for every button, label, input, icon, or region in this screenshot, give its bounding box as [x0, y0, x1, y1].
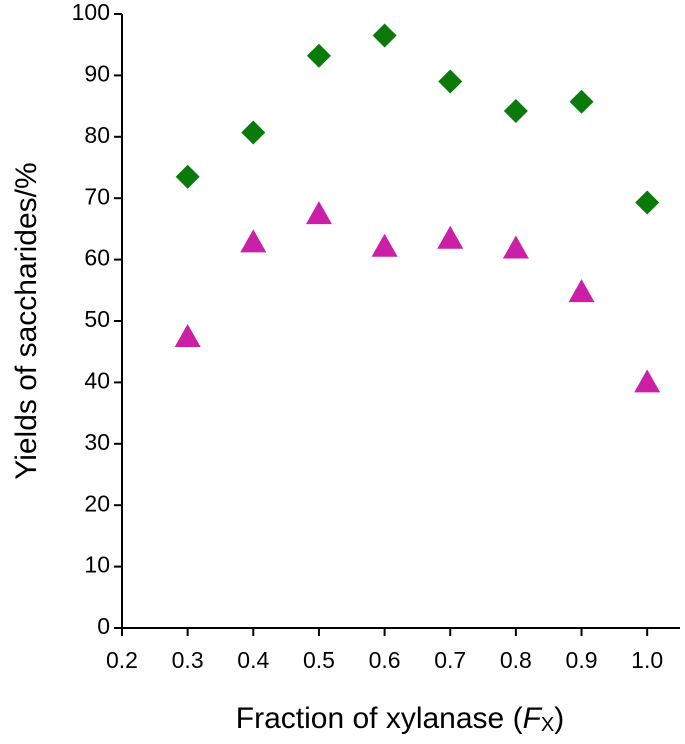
x-tick-label: 0.4 — [237, 647, 269, 673]
point — [175, 164, 200, 189]
point — [241, 120, 266, 145]
y-tick-label: 40 — [84, 367, 110, 393]
x-tick-label: 0.8 — [500, 647, 532, 673]
point — [634, 369, 661, 393]
y-tick-label: 0 — [97, 613, 110, 639]
point — [371, 233, 398, 257]
y-tick-label: 50 — [84, 306, 110, 332]
x-label-close: ) — [554, 702, 564, 735]
y-tick-label: 100 — [72, 0, 110, 25]
y-tick-label: 60 — [84, 245, 110, 271]
point — [502, 235, 529, 259]
y-tick-label: 10 — [84, 552, 110, 578]
x-label-subscript: X — [541, 714, 554, 736]
x-axis-label: Fraction of xylanase (FX) — [236, 702, 564, 736]
point — [306, 43, 331, 68]
y-tick-label: 20 — [84, 490, 110, 516]
point — [437, 225, 464, 249]
x-tick-label: 0.7 — [434, 647, 466, 673]
point — [240, 229, 267, 253]
y-tick-label: 30 — [84, 429, 110, 455]
y-tick-label: 90 — [84, 60, 110, 86]
point — [174, 323, 201, 347]
x-tick-label: 1.0 — [631, 647, 663, 673]
point — [438, 69, 463, 94]
point — [635, 190, 660, 215]
y-axis-label: Yields of saccharides/% — [10, 162, 43, 479]
x-label-symbol: F — [523, 702, 543, 735]
y-tick-label: 70 — [84, 183, 110, 209]
x-tick-label: 0.9 — [566, 647, 598, 673]
x-tick-label: 0.6 — [369, 647, 401, 673]
point — [503, 99, 528, 124]
x-tick-label: 0.3 — [172, 647, 204, 673]
y-tick-label: 80 — [84, 122, 110, 148]
point — [305, 201, 332, 225]
x-tick-label: 0.5 — [303, 647, 335, 673]
point — [568, 279, 595, 303]
point — [372, 23, 397, 48]
x-label-text: Fraction of xylanase ( — [236, 702, 523, 735]
point — [569, 89, 594, 114]
x-tick-label: 0.2 — [106, 647, 138, 673]
